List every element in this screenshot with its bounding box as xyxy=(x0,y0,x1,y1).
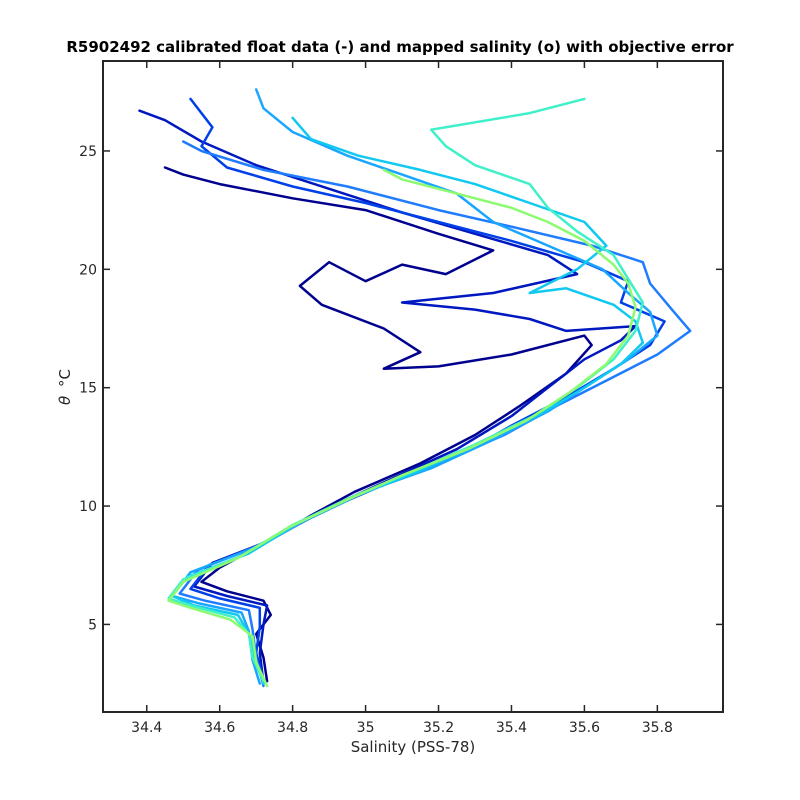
y-tick-label: 20 xyxy=(79,262,97,278)
x-tick-label: 35 xyxy=(357,720,375,736)
x-tick-label: 34.8 xyxy=(277,720,308,736)
y-axis-label-unit: °C xyxy=(56,369,74,387)
x-axis: 34.4 34.6 34.8 35 35.2 35.4 35.6 35.8 xyxy=(131,61,673,736)
x-tick-label: 35.2 xyxy=(423,720,454,736)
profile-line-6 xyxy=(171,116,645,685)
y-axis: 5 10 15 20 25 xyxy=(79,144,723,633)
x-tick-label: 34.4 xyxy=(131,720,162,736)
x-tick-label: 35.4 xyxy=(496,720,527,736)
y-tick-label: 15 xyxy=(79,381,97,397)
plot-frame xyxy=(102,60,724,713)
y-tick-label: 10 xyxy=(79,499,97,515)
x-tick-label: 35.8 xyxy=(642,720,673,736)
x-axis-label: Salinity (PSS-78) xyxy=(351,738,476,756)
y-tick-label: 5 xyxy=(88,617,97,633)
x-tick-label: 35.6 xyxy=(569,720,600,736)
y-axis-label-symbol: θ xyxy=(56,396,74,405)
chart-title: R5902492 calibrated float data (-) and m… xyxy=(66,38,734,56)
y-tick-label: 25 xyxy=(79,144,97,160)
profile-line-1 xyxy=(163,166,593,683)
y-axis-label: θ °C xyxy=(56,369,74,405)
x-tick-label: 34.6 xyxy=(204,720,235,736)
profile-line-8 xyxy=(167,168,637,688)
data-series-group xyxy=(138,88,692,688)
svg-text:θ °C: θ °C xyxy=(56,369,74,405)
profile-line-4 xyxy=(178,140,692,688)
